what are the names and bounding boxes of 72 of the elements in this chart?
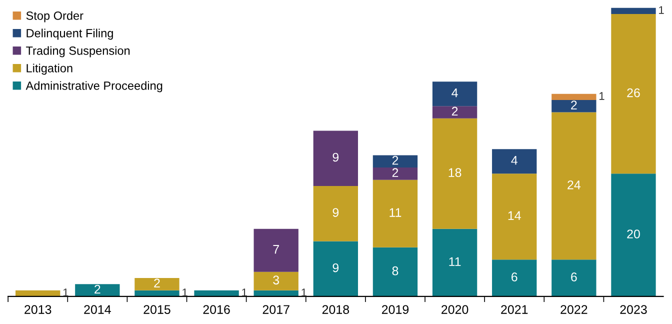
bar — [552, 260, 596, 296]
bar — [432, 106, 478, 118]
data-label: 1 — [182, 288, 188, 296]
bar — [492, 174, 537, 260]
bar — [75, 284, 120, 296]
x-tick-label: 2016 — [203, 305, 230, 314]
data-label: 2 — [154, 278, 160, 288]
bar — [313, 241, 358, 296]
data-label: 18 — [448, 168, 462, 178]
data-label: 24 — [568, 180, 581, 190]
data-label: 6 — [571, 272, 577, 282]
x-tick-label: 2021 — [501, 305, 528, 314]
data-label: 9 — [332, 208, 339, 217]
data-label: 11 — [449, 257, 461, 266]
data-label: 1 — [659, 6, 664, 14]
bar — [372, 180, 418, 248]
data-label: 2 — [392, 156, 398, 165]
legend-label: Delinquent Filing — [26, 28, 113, 40]
bar — [552, 112, 596, 260]
bar — [313, 130, 358, 186]
x-tick-label: 2014 — [84, 305, 111, 314]
bar — [552, 94, 596, 100]
x-tick-label: 2015 — [144, 305, 170, 314]
data-label: 8 — [392, 266, 398, 276]
x-tick-label: 2013 — [24, 305, 52, 314]
bar — [134, 278, 180, 290]
data-label: 3 — [273, 276, 280, 284]
bar — [254, 228, 298, 272]
data-label: 2 — [452, 106, 458, 116]
x-tick-label: 2018 — [322, 305, 350, 314]
bar — [611, 14, 656, 174]
bar — [254, 272, 298, 290]
bar — [372, 155, 418, 168]
data-label: 1 — [63, 288, 68, 296]
data-label: 14 — [508, 211, 521, 220]
data-label: 9 — [332, 152, 339, 162]
data-label: 1 — [599, 92, 604, 100]
bar — [492, 260, 537, 296]
x-tick-label: 2020 — [442, 305, 468, 314]
bar — [432, 118, 478, 229]
data-label: 2 — [392, 168, 398, 177]
data-label: 4 — [452, 88, 458, 98]
data-label: 2 — [94, 284, 100, 294]
data-label: 26 — [627, 88, 640, 98]
bar — [313, 186, 358, 242]
legend-label: Administrative Proceeding — [26, 81, 162, 92]
data-label: 9 — [332, 263, 339, 272]
x-tick-label: 2022 — [560, 305, 588, 314]
bar — [432, 82, 478, 106]
data-label: 7 — [273, 245, 279, 254]
data-label: 20 — [627, 230, 640, 238]
x-tick-label: 2023 — [620, 305, 647, 314]
bar — [372, 168, 418, 180]
bar — [432, 228, 478, 296]
bar — [611, 174, 656, 296]
bar — [552, 100, 596, 112]
bar — [492, 149, 537, 174]
data-label: 4 — [511, 156, 518, 165]
legend-label: Stop Order — [26, 11, 84, 22]
bar — [134, 290, 180, 296]
data-label: 1 — [302, 288, 306, 296]
legend-label: Litigation — [26, 64, 72, 75]
x-tick-label: 2019 — [382, 305, 409, 314]
data-label: 6 — [512, 272, 518, 282]
bar — [372, 247, 418, 296]
bar — [611, 8, 656, 14]
x-tick-label: 2017 — [262, 305, 290, 314]
data-label: 2 — [571, 100, 577, 110]
data-label: 11 — [390, 208, 402, 217]
bar — [194, 290, 239, 296]
legend-label: Trading Suspension — [26, 46, 130, 58]
data-label: 1 — [242, 288, 247, 296]
